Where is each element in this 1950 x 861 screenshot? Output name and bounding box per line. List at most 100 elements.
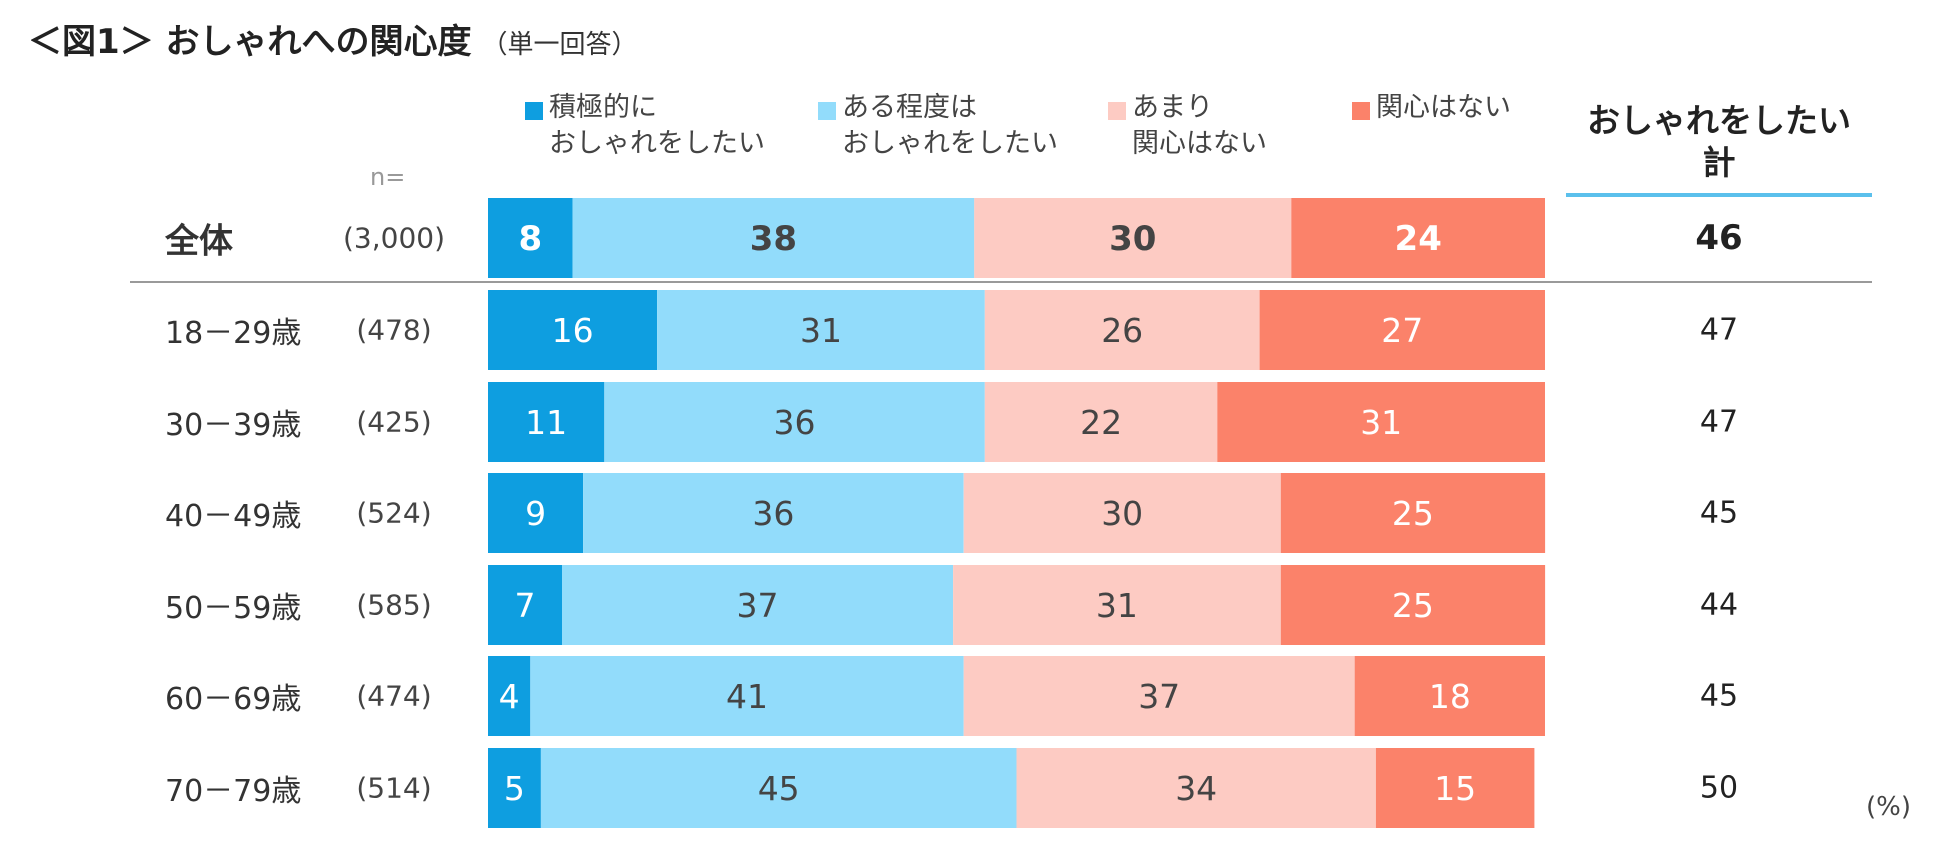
bar-segment [488,565,562,645]
legend-item: あまり 関心はない [1108,90,1267,162]
bar-segment [604,382,985,462]
bar-segment [583,473,964,553]
total-header-line: おしゃれをしたい [1587,101,1851,140]
bar-value-label: 24 [1395,219,1442,259]
bar-segment [1354,656,1545,736]
total-value: 50 [1699,770,1739,806]
bar-segment [540,748,1017,828]
bar-value-label: 36 [774,403,816,442]
bar-value-label: 18 [1429,677,1471,716]
bar-segment [488,473,584,553]
bar-value-label: 31 [800,311,842,350]
unit-label: (%) [1866,792,1911,822]
bar-value-label: 31 [1096,586,1138,625]
bar-value-label: 11 [525,403,567,442]
bar-value-label: 41 [726,677,768,716]
legend-label: 関心はない [1376,92,1511,123]
sample-size-label: (585) [356,588,432,622]
legend-item: 関心はない [1352,90,1511,126]
category-label: 18－29歳 [165,316,302,351]
bar-segment [530,656,964,736]
category-label: 70－79歳 [165,774,302,809]
bar-segment [953,565,1281,645]
bar-value-label: 16 [552,311,594,350]
total-header: おしゃれをしたい 計 [1566,100,1872,184]
bar-value-label: 37 [1138,677,1180,716]
bar-segment [1291,198,1545,278]
legend-label: おしゃれをしたい [549,128,765,159]
total-value: 44 [1699,587,1739,623]
bar-segment [1016,748,1376,828]
bar-value-label: 30 [1109,219,1156,259]
bar-value-label: 7 [515,586,536,625]
sample-size-label: (514) [356,771,432,805]
total-value: 47 [1699,312,1739,348]
bar-value-label: 4 [499,677,520,716]
bar-segment [488,748,541,828]
bar-segment [1217,382,1545,462]
bar-segment [974,198,1292,278]
category-label: 30－39歳 [165,408,302,443]
bar-value-label: 25 [1392,494,1434,533]
sample-size-label: (474) [356,679,432,713]
legend-label: ある程度は [842,92,977,123]
chart-title: ＜図1＞ おしゃれへの関心度 （単一回答） [28,22,638,62]
bar-value-label: 26 [1101,311,1143,350]
bar-value-label: 37 [737,586,779,625]
bar-segment [1259,290,1545,370]
bar-value-label: 31 [1360,403,1402,442]
legend-swatch [1352,102,1370,120]
bar-value-label: 27 [1381,311,1423,350]
legend-item: 積極的におしゃれをしたい [525,90,765,162]
bar-value-label: 36 [752,494,794,533]
bar-value-label: 15 [1434,769,1476,808]
bar-segment [984,382,1218,462]
sample-size-label: (524) [356,496,432,530]
bar-value-label: 34 [1175,769,1217,808]
bar-value-label: 45 [758,769,800,808]
legend-label: 積極的に [549,92,657,123]
legend-swatch [525,102,543,120]
bar-segment [562,565,954,645]
total-value: 45 [1699,495,1739,531]
category-label: 40－49歳 [165,499,302,534]
sample-size-label: (425) [356,405,432,439]
legend-swatch [1108,102,1126,120]
category-label: 50－59歳 [165,591,302,626]
bar-value-label: 30 [1101,494,1143,533]
chart-subtitle: （単一回答） [481,30,638,60]
bar-segment [963,656,1355,736]
sample-size-label: (3,000) [342,221,445,255]
n-label: n= [370,163,406,191]
bar-segment [984,290,1260,370]
bar-segment [1280,565,1546,645]
total-header-line: 計 [1702,143,1736,182]
overall-separator [130,281,1872,283]
bar-segment [1375,748,1535,828]
category-label: 全体 [165,221,233,262]
bar-value-label: 9 [525,494,546,533]
total-value: 46 [1695,218,1743,258]
bar-segment [963,473,1281,553]
total-value: 47 [1699,404,1739,440]
bar-value-label: 38 [750,219,797,259]
category-label: 60－69歳 [165,682,302,717]
bar-segment [572,198,975,278]
bar-segment [488,290,658,370]
bar-segment [1280,473,1546,553]
bar-value-label: 22 [1080,403,1122,442]
bar-value-label: 25 [1392,586,1434,625]
legend-label: 関心はない [1132,128,1267,159]
legend-label: おしゃれをしたい [842,128,1058,159]
legend-swatch [818,102,836,120]
bar-value-label: 8 [518,219,542,259]
total-value: 45 [1699,678,1739,714]
bar-segment [488,656,531,736]
bar-value-label: 5 [504,769,525,808]
legend-item: ある程度はおしゃれをしたい [818,90,1058,162]
bar-segment [488,382,605,462]
total-header-underline [1566,193,1872,197]
bar-segment [488,198,573,278]
bar-segment [657,290,985,370]
